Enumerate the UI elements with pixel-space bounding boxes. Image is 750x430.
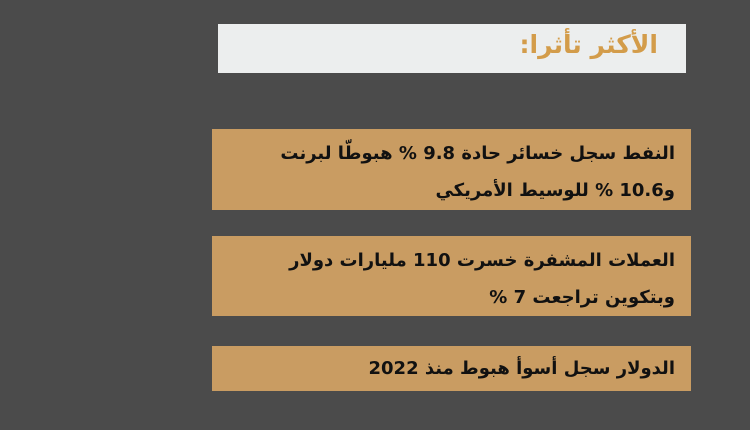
page-title: الأكثر تأثرا: bbox=[519, 30, 658, 59]
item-text-line: الدولار سجل أسوأ هبوط منذ 2022 bbox=[368, 358, 676, 379]
item-text-line: العملات المشفرة خسرت 110 مليارات دولار bbox=[289, 250, 675, 271]
item-card-dollar: الدولار سجل أسوأ هبوط منذ 2022 bbox=[212, 346, 691, 391]
title-box: الأكثر تأثرا: bbox=[218, 24, 686, 73]
item-text-line: النفط سجل خسائر حادة 9.8 % هبوطّا لبرنت bbox=[280, 143, 675, 164]
item-text-line: و10.6 % للوسيط الأمريكي bbox=[435, 180, 675, 201]
item-card-oil: النفط سجل خسائر حادة 9.8 % هبوطّا لبرنت … bbox=[212, 129, 691, 210]
item-card-crypto: العملات المشفرة خسرت 110 مليارات دولار و… bbox=[212, 236, 691, 316]
item-text-line: وبتكوين تراجعت 7 % bbox=[489, 287, 675, 308]
